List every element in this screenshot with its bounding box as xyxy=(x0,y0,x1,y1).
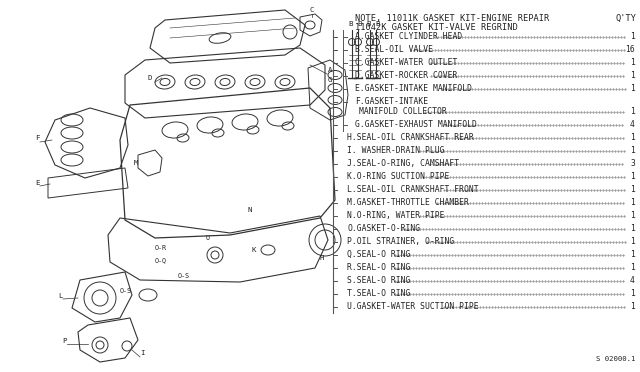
Text: 1: 1 xyxy=(630,237,635,246)
Text: O.GASKET-O-RING: O.GASKET-O-RING xyxy=(347,224,420,233)
Text: C: C xyxy=(310,7,314,13)
Text: O-S: O-S xyxy=(120,288,132,294)
Text: 16: 16 xyxy=(625,45,635,54)
Text: M.GASKET-THROTTLE CHAMBER: M.GASKET-THROTTLE CHAMBER xyxy=(347,198,469,208)
Text: 1: 1 xyxy=(630,172,635,182)
Text: L.SEAL-OIL CRANKSHAFT FRONT: L.SEAL-OIL CRANKSHAFT FRONT xyxy=(347,185,479,195)
Text: R.SEAL-O RING: R.SEAL-O RING xyxy=(347,263,410,272)
Text: N.O-RING, WATER PIPE: N.O-RING, WATER PIPE xyxy=(347,211,445,220)
Text: U: U xyxy=(205,235,209,241)
Text: 1: 1 xyxy=(630,250,635,259)
Text: K.O-RING SUCTION PIPE: K.O-RING SUCTION PIPE xyxy=(347,172,449,182)
Text: P: P xyxy=(62,338,67,344)
Text: E: E xyxy=(35,180,40,186)
Text: F.GASKET-INTAKE: F.GASKET-INTAKE xyxy=(355,97,428,106)
Text: H.SEAL-OIL CRANKSHAFT REAR: H.SEAL-OIL CRANKSHAFT REAR xyxy=(347,134,474,142)
Text: 4: 4 xyxy=(630,276,635,285)
Text: G: G xyxy=(328,77,333,83)
Text: 3: 3 xyxy=(630,159,635,169)
Text: 1: 1 xyxy=(630,147,635,155)
Text: M: M xyxy=(134,160,138,166)
Text: A.GASKET CLYINDER HEAD: A.GASKET CLYINDER HEAD xyxy=(355,32,462,41)
Text: 1: 1 xyxy=(630,58,635,67)
Text: S.SEAL-O RING: S.SEAL-O RING xyxy=(347,276,410,285)
Text: G.GASKET-EXHAUST MANIFOLD: G.GASKET-EXHAUST MANIFOLD xyxy=(355,121,477,129)
Text: 1: 1 xyxy=(630,224,635,233)
Text: H: H xyxy=(320,255,324,261)
Text: 1: 1 xyxy=(630,211,635,220)
Text: K: K xyxy=(252,247,257,253)
Text: B B: B B xyxy=(349,21,362,27)
Text: 1: 1 xyxy=(630,84,635,93)
Text: O-S: O-S xyxy=(178,273,190,279)
Text: Q.SEAL-O RING: Q.SEAL-O RING xyxy=(347,250,410,259)
Text: 1: 1 xyxy=(630,289,635,298)
Text: MANIFOLD COLLECTOR: MANIFOLD COLLECTOR xyxy=(359,108,447,116)
Text: 1: 1 xyxy=(630,198,635,208)
Text: F: F xyxy=(35,135,40,141)
Text: Q'TY: Q'TY xyxy=(615,14,636,23)
Text: 1: 1 xyxy=(630,302,635,311)
Text: A: A xyxy=(328,67,333,73)
Text: O-R: O-R xyxy=(155,245,167,251)
Text: B B: B B xyxy=(367,21,381,27)
Text: 4: 4 xyxy=(630,121,635,129)
Text: 11042K GASKET KIT-VALVE REGRIND: 11042K GASKET KIT-VALVE REGRIND xyxy=(355,23,518,32)
Text: D: D xyxy=(148,75,152,81)
Text: D.GASKET-ROCKER COVER: D.GASKET-ROCKER COVER xyxy=(355,71,458,80)
Text: 1: 1 xyxy=(630,185,635,195)
Text: C.GASKET-WATER OUTLET: C.GASKET-WATER OUTLET xyxy=(355,58,458,67)
Text: T.SEAL-O RING: T.SEAL-O RING xyxy=(347,289,410,298)
Text: 1: 1 xyxy=(630,263,635,272)
Text: L: L xyxy=(58,293,63,299)
Text: I: I xyxy=(140,350,145,356)
Text: N: N xyxy=(248,207,253,213)
Text: P.OIL STRAINER, O-RING: P.OIL STRAINER, O-RING xyxy=(347,237,454,246)
Text: 1: 1 xyxy=(630,108,635,116)
Text: I. WASHER-DRAIN PLUG: I. WASHER-DRAIN PLUG xyxy=(347,147,445,155)
Text: B.SEAL-OIL VALVE: B.SEAL-OIL VALVE xyxy=(355,45,433,54)
Text: U.GASKET-WATER SUCTION PIPE: U.GASKET-WATER SUCTION PIPE xyxy=(347,302,479,311)
Text: O-Q: O-Q xyxy=(155,257,167,263)
Text: NOTE, 11011K GASKET KIT-ENGINE REPAIR: NOTE, 11011K GASKET KIT-ENGINE REPAIR xyxy=(355,14,549,23)
Text: J.SEAL-O-RING, CAMSHAFT: J.SEAL-O-RING, CAMSHAFT xyxy=(347,159,459,169)
Text: 1: 1 xyxy=(630,134,635,142)
Text: S 02000.1: S 02000.1 xyxy=(596,356,635,362)
Text: 1: 1 xyxy=(630,71,635,80)
Text: 1: 1 xyxy=(630,32,635,41)
Text: E.GASKET-INTAKE MANIFOLD: E.GASKET-INTAKE MANIFOLD xyxy=(355,84,472,93)
